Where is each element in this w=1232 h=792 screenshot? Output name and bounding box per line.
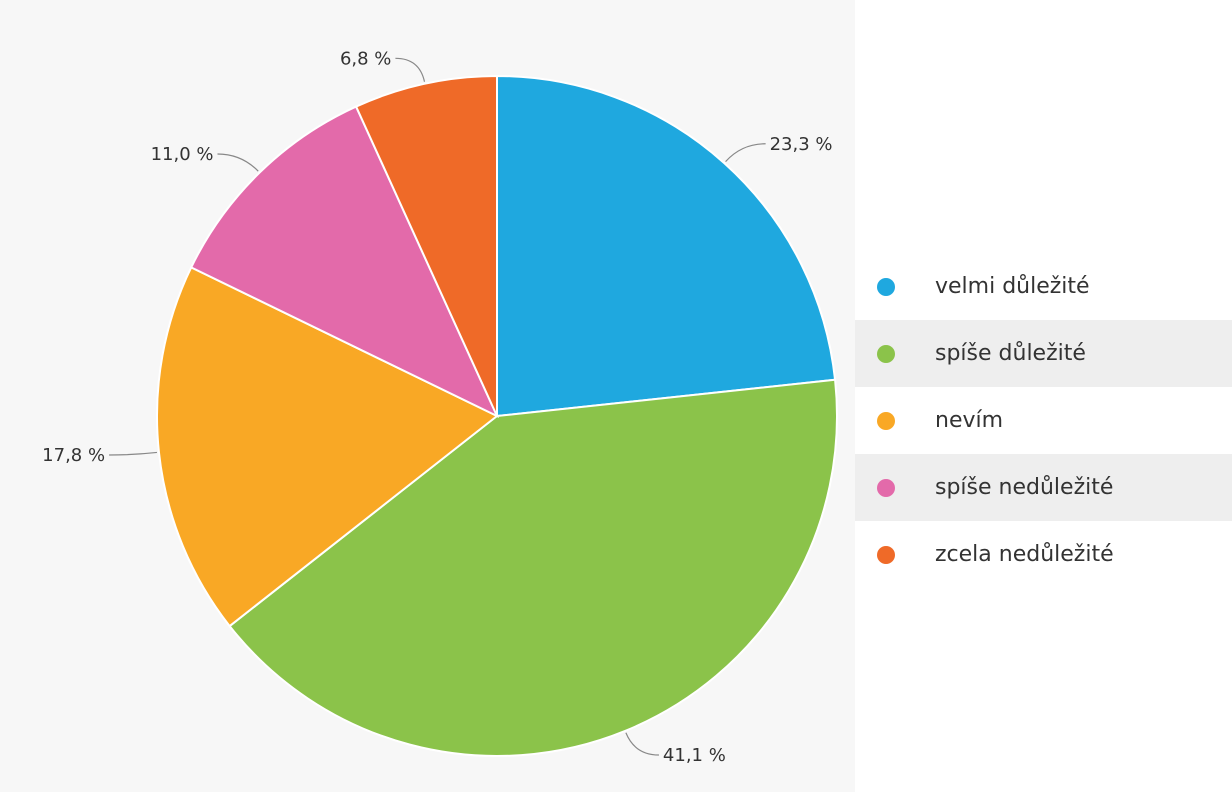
legend-label: zcela nedůležité — [935, 542, 1114, 567]
legend-label: spíše důležité — [935, 341, 1086, 366]
legend-label: spíše nedůležité — [935, 475, 1114, 500]
pie-slice-zcela-nedulezite[interactable] — [354, 74, 498, 417]
leader-line-zcela-nedulezite — [395, 57, 426, 82]
legend-swatch — [877, 478, 895, 497]
leader-line-spise-dulezite — [625, 732, 659, 756]
leader-line-nevim — [109, 451, 158, 456]
legend-item-nevim[interactable]: nevím — [855, 387, 1232, 454]
legend-swatch — [877, 545, 895, 564]
pie-slice-spise-dulezite[interactable] — [228, 378, 838, 757]
legend-item-spise-dulezite[interactable]: spíše důležité — [855, 320, 1232, 387]
data-label-velmi-dulezite: 23,3 % — [770, 134, 833, 155]
legend-swatch — [877, 277, 895, 296]
data-label-nevim: 17,8 % — [42, 445, 105, 466]
pie-slice-velmi-dulezite[interactable] — [496, 74, 837, 418]
legend-item-spise-nedulezite[interactable]: spíše nedůležité — [855, 454, 1232, 521]
pie-slice-spise-nedulezite[interactable] — [189, 105, 500, 419]
legend-swatch — [877, 344, 895, 363]
legend-label: nevím — [935, 408, 1004, 433]
legend-label: velmi důležité — [935, 274, 1090, 299]
leader-line-spise-nedulezite — [217, 153, 259, 172]
leader-line-velmi-dulezite — [725, 143, 766, 163]
legend: velmi důležité spíše důležité nevím spíš… — [855, 253, 1232, 588]
data-label-spise-nedulezite: 11,0 % — [151, 144, 214, 165]
data-label-zcela-nedulezite: 6,8 % — [340, 48, 391, 69]
legend-item-velmi-dulezite[interactable]: velmi důležité — [855, 253, 1232, 320]
data-label-spise-dulezite: 41,1 % — [663, 745, 726, 766]
pie-slice-nevim[interactable] — [156, 266, 499, 628]
legend-swatch — [877, 411, 895, 430]
legend-item-zcela-nedulezite[interactable]: zcela nedůležité — [855, 521, 1232, 588]
pie-chart: 23,3 % 41,1 % 17,8 % 11,0 % 6,8 % — [42, 48, 838, 766]
